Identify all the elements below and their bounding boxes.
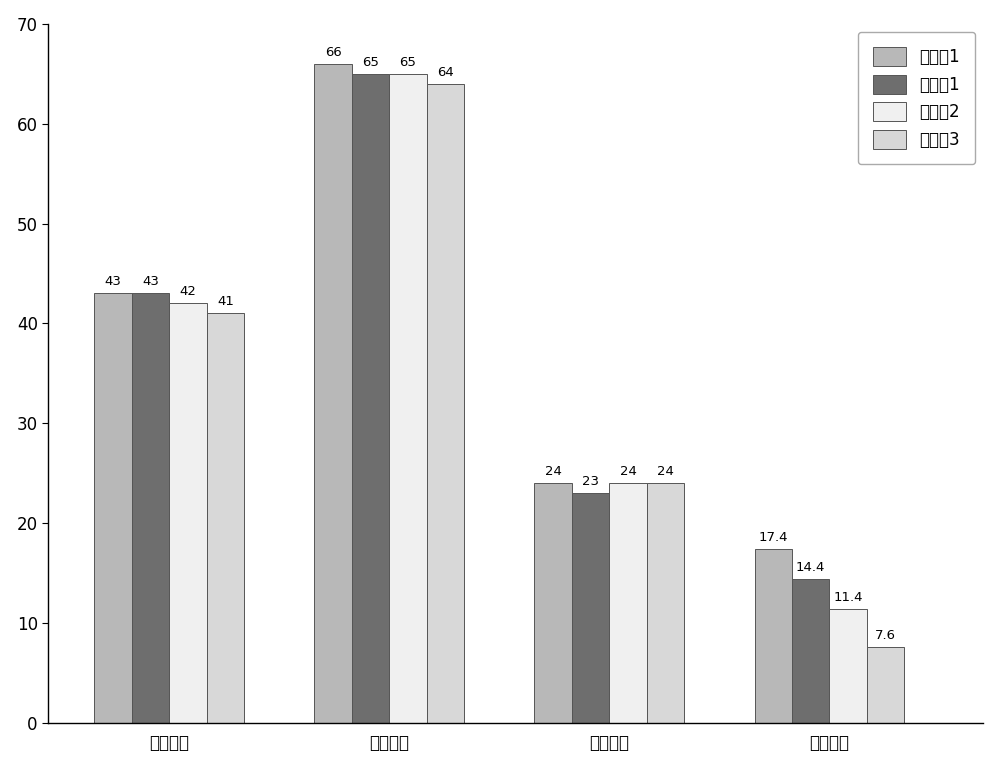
Bar <box>427 84 464 723</box>
Bar <box>207 314 244 723</box>
Bar <box>169 304 207 723</box>
Bar <box>572 494 609 723</box>
Bar <box>609 484 647 723</box>
Text: 24: 24 <box>657 465 674 478</box>
Text: 24: 24 <box>545 465 562 478</box>
Bar <box>132 294 169 723</box>
Bar <box>389 74 427 723</box>
Bar <box>755 549 792 723</box>
Text: 43: 43 <box>105 275 122 288</box>
Text: 17.4: 17.4 <box>758 531 788 544</box>
Bar <box>647 484 684 723</box>
Bar <box>867 647 904 723</box>
Text: 65: 65 <box>362 55 379 68</box>
Legend: 对照例1, 实施例1, 实施例2, 实施例3: 对照例1, 实施例1, 实施例2, 实施例3 <box>858 32 975 164</box>
Bar <box>829 609 867 723</box>
Text: 11.4: 11.4 <box>833 591 863 604</box>
Bar <box>792 579 829 723</box>
Text: 42: 42 <box>179 285 196 298</box>
Text: 23: 23 <box>582 475 599 488</box>
Bar <box>314 64 352 723</box>
Text: 66: 66 <box>325 45 342 58</box>
Bar <box>352 74 389 723</box>
Bar <box>534 484 572 723</box>
Text: 41: 41 <box>217 295 234 308</box>
Text: 64: 64 <box>437 65 454 78</box>
Text: 14.4: 14.4 <box>796 561 825 574</box>
Text: 43: 43 <box>142 275 159 288</box>
Text: 65: 65 <box>400 55 416 68</box>
Text: 24: 24 <box>620 465 636 478</box>
Bar <box>94 294 132 723</box>
Text: 7.6: 7.6 <box>875 629 896 642</box>
